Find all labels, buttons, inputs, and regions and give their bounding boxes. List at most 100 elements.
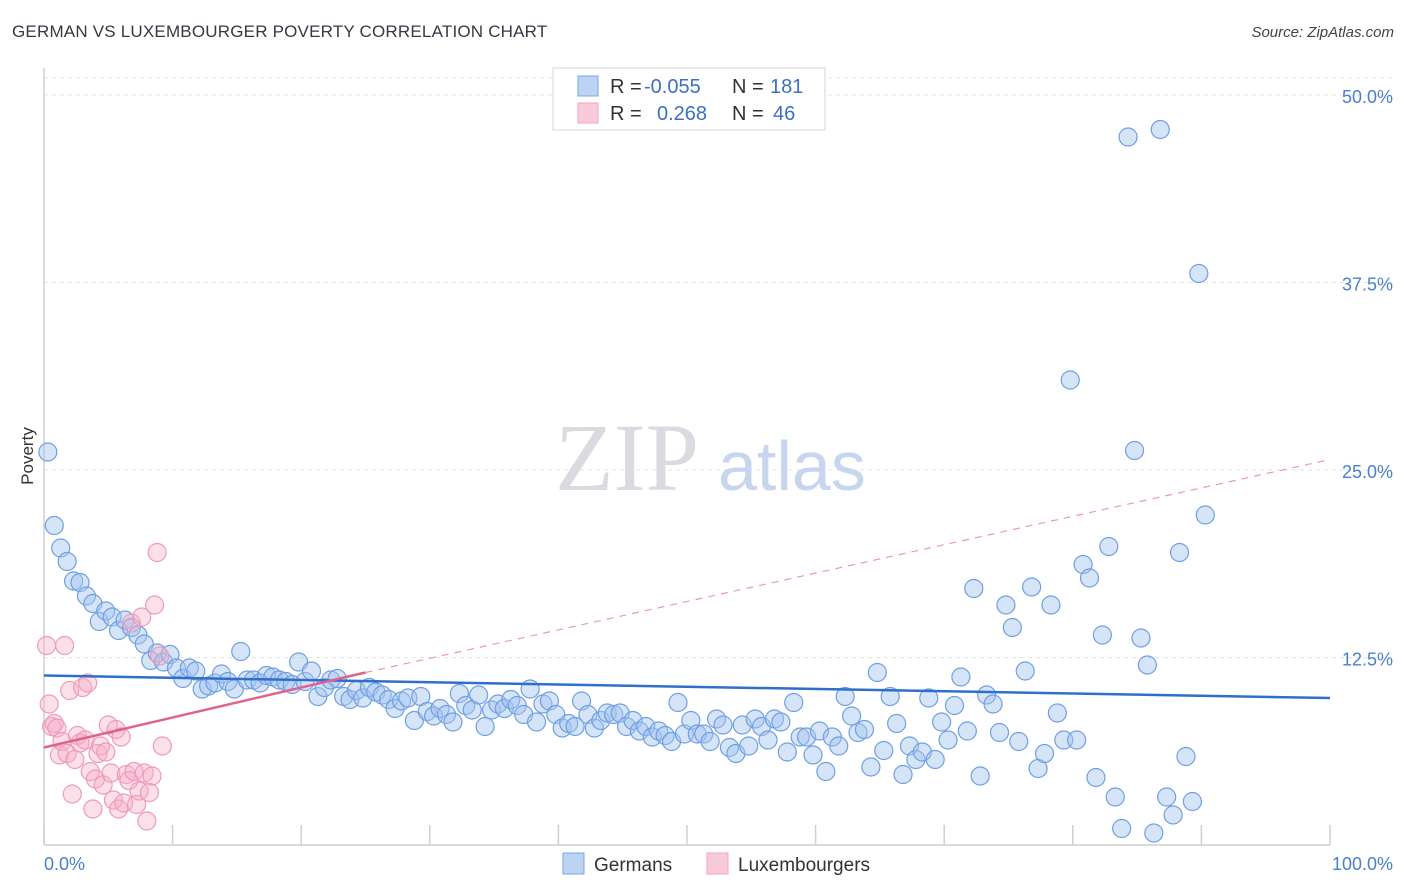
- point-germans: [89, 611, 109, 632]
- point-luxembourgers: [90, 736, 111, 756]
- point-germans: [932, 712, 952, 732]
- point-germans: [1118, 127, 1138, 147]
- point-germans: [1009, 731, 1029, 752]
- point-luxembourgers: [54, 635, 75, 656]
- point-germans: [957, 721, 977, 741]
- point-germans: [526, 712, 547, 732]
- point-germans: [790, 727, 810, 747]
- point-germans: [475, 716, 495, 737]
- legend-n-value-1: 181: [770, 76, 803, 98]
- point-germans: [469, 685, 489, 705]
- point-germans: [1002, 617, 1022, 638]
- point-germans: [584, 718, 605, 738]
- point-luxembourgers: [83, 799, 103, 819]
- point-germans: [1086, 767, 1106, 788]
- point-germans: [436, 704, 457, 725]
- point-germans: [385, 698, 405, 719]
- point-luxembourgers: [119, 770, 139, 791]
- point-luxembourgers: [137, 811, 157, 831]
- point-germans: [944, 695, 965, 716]
- point-germans: [970, 766, 990, 786]
- point-germans: [1195, 505, 1215, 525]
- trend-line-luxembourgers-extension: [365, 458, 1331, 674]
- watermark: ZIP atlas: [555, 404, 866, 511]
- point-germans: [906, 749, 926, 770]
- point-germans: [449, 683, 469, 704]
- point-germans: [121, 617, 142, 638]
- point-germans: [1034, 743, 1055, 764]
- point-germans: [1105, 787, 1125, 807]
- bottom-swatch-luxembourgers: [706, 852, 729, 875]
- legend-swatch-germans: [577, 75, 599, 97]
- point-germans: [1060, 370, 1080, 390]
- point-germans: [1163, 805, 1183, 825]
- point-germans: [919, 688, 939, 708]
- x-tick-label-max: 100.0%: [1332, 854, 1393, 874]
- point-luxembourgers: [101, 763, 121, 783]
- point-luxembourgers: [111, 727, 131, 747]
- point-germans: [784, 692, 804, 713]
- point-luxembourgers: [36, 635, 57, 656]
- point-luxembourgers: [62, 784, 82, 804]
- point-luxembourgers: [96, 742, 116, 762]
- point-germans: [1182, 791, 1202, 812]
- point-germans: [218, 671, 238, 692]
- point-germans: [887, 713, 907, 734]
- trend-line-luxembourgers: [43, 671, 366, 749]
- point-luxembourgers: [142, 766, 162, 786]
- point-germans: [565, 716, 585, 737]
- point-germans: [803, 745, 823, 765]
- x-tick-labels: 0.0% 100.0%: [44, 854, 1393, 874]
- point-luxembourgers: [139, 782, 160, 803]
- y-axis-title: Poverty: [18, 427, 37, 485]
- point-luxembourgers: [124, 761, 144, 782]
- point-germans: [842, 706, 862, 726]
- stats-legend: R = -0.055 N = 181 R = 0.268 N = 46: [552, 67, 826, 131]
- y-tick-label: 12.5%: [1342, 650, 1393, 670]
- legend-n-value-2: 46: [773, 103, 795, 125]
- point-luxembourgers: [152, 736, 172, 756]
- point-germans: [1079, 568, 1100, 588]
- point-germans: [874, 740, 894, 761]
- point-germans: [758, 730, 778, 750]
- point-germans: [854, 719, 875, 740]
- point-germans: [867, 662, 887, 683]
- point-luxembourgers: [57, 743, 77, 764]
- legend-n-label-1: N =: [732, 76, 764, 98]
- point-luxembourgers: [65, 749, 85, 770]
- point-luxembourgers: [93, 775, 113, 795]
- point-luxembourgers: [150, 646, 170, 666]
- point-germans: [668, 692, 688, 713]
- point-luxembourgers: [39, 694, 59, 714]
- point-germans: [1047, 703, 1067, 723]
- point-germans: [880, 686, 900, 707]
- point-germans: [1124, 440, 1145, 461]
- point-germans: [989, 722, 1010, 743]
- point-germans: [1092, 625, 1112, 645]
- point-germans: [996, 595, 1016, 615]
- point-germans: [1015, 661, 1035, 681]
- point-germans: [443, 712, 463, 732]
- point-germans: [829, 736, 849, 756]
- source-label: Source: ZipAtlas.com: [1251, 24, 1394, 41]
- watermark-zip: ZIP: [555, 404, 699, 511]
- point-germans: [1137, 655, 1157, 675]
- legend-r-label-2: R =: [610, 103, 642, 125]
- point-germans: [938, 730, 958, 750]
- legend-n-label-2: N =: [732, 103, 764, 125]
- data-points: [36, 119, 1215, 843]
- legend-r-label-1: R =: [610, 76, 642, 98]
- point-luxembourgers: [147, 542, 167, 563]
- series-legend: Germans Luxembourgers: [562, 852, 870, 876]
- point-germans: [1131, 628, 1151, 648]
- bottom-legend-germans: Germans: [594, 855, 672, 876]
- point-germans: [1099, 536, 1119, 557]
- point-luxembourgers: [121, 613, 142, 633]
- point-germans: [1112, 818, 1132, 839]
- point-germans: [835, 686, 855, 707]
- point-germans: [861, 757, 881, 777]
- bottom-swatch-germans: [562, 852, 585, 875]
- point-luxembourgers: [132, 607, 152, 627]
- point-luxembourgers: [134, 763, 154, 783]
